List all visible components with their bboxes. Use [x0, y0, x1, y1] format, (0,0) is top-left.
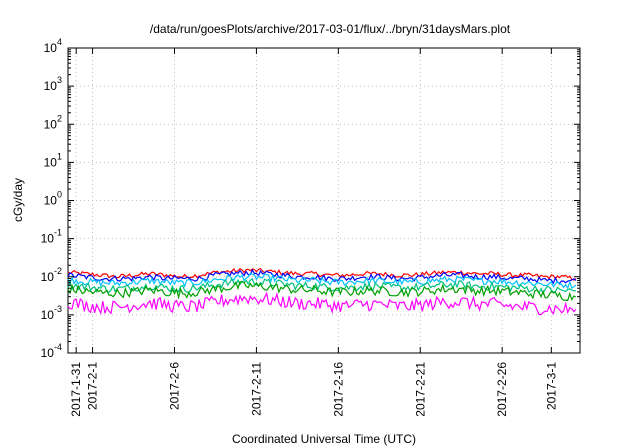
series-line — [67, 281, 577, 302]
x-tick-label: 2017-2-26 — [495, 362, 509, 417]
y-tick-label: 103 — [44, 75, 62, 93]
x-tick-label: 2017-2-11 — [249, 362, 263, 416]
series-line — [67, 267, 577, 281]
series-line — [67, 277, 577, 295]
y-tick-label: 10-1 — [41, 228, 62, 246]
x-tick-label: 2017-2-6 — [167, 362, 181, 410]
y-axis-label: cGy/day — [11, 178, 25, 222]
x-axis-ticks: 2017-1-31 2017-2-1 2017-2-6 2017-2-11 2017-2… — [69, 48, 558, 417]
y-axis-ticks: 10-4 10-3 10-2 10-1 100 101 102 103 104 — [41, 37, 580, 360]
y-tick-label: 101 — [44, 151, 62, 169]
x-tick-label: 2017-2-1 — [86, 362, 100, 410]
y-tick-label: 10-4 — [41, 342, 62, 360]
x-tick-label: 2017-2-16 — [331, 362, 345, 417]
y-tick-label: 104 — [44, 37, 62, 55]
y-tick-label: 100 — [44, 190, 62, 208]
series-line — [67, 291, 577, 316]
x-tick-label: 2017-2-21 — [413, 362, 427, 417]
y-tick-label: 102 — [44, 113, 62, 131]
grid — [68, 48, 580, 353]
y-tick-label: 10-3 — [41, 304, 62, 322]
x-tick-label: 2017-1-31 — [69, 362, 83, 417]
series-group — [67, 267, 577, 316]
y-tick-label: 10-2 — [41, 266, 62, 284]
x-tick-label: 2017-3-1 — [544, 362, 558, 410]
chart-title: /data/run/goesPlots/archive/2017-03-01/f… — [150, 22, 511, 36]
x-axis-label: Coordinated Universal Time (UTC) — [232, 432, 416, 446]
